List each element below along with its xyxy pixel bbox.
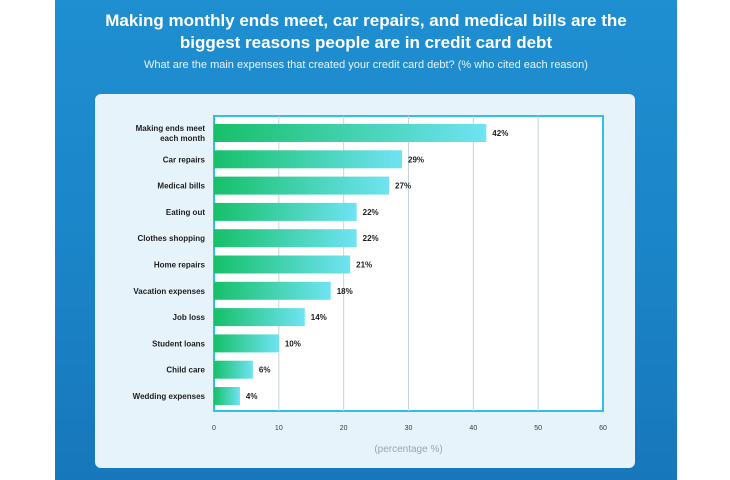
bars: [214, 124, 487, 405]
bar: [214, 124, 487, 142]
x-axis-ticks: 0 10 20 30 40 50 60: [212, 425, 607, 432]
title-line-2: biggest reasons people are in credit car…: [179, 33, 553, 52]
category-label: Making ends meet each month: [136, 124, 206, 143]
category-label: Home repairs: [154, 261, 206, 270]
x-axis-label: (percentage %): [374, 444, 443, 455]
x-tick-label: 50: [534, 425, 542, 432]
category-label: Car repairs: [163, 155, 206, 164]
x-tick-label: 10: [275, 425, 283, 432]
chart-title: Making monthly ends meet, car repairs, a…: [55, 10, 677, 54]
bar: [214, 150, 403, 169]
category-label: Eating out: [166, 208, 205, 217]
bar: [214, 202, 357, 221]
value-label: 6%: [259, 366, 271, 375]
title-line-1: Making monthly ends meet, car repairs, a…: [105, 11, 627, 30]
value-label: 18%: [337, 287, 353, 296]
category-label: Child care: [166, 366, 205, 375]
bar: [214, 281, 331, 300]
value-labels: 42% 29% 27% 22% 22% 21% 18% 14% 10% 6% 4%: [246, 129, 508, 401]
bar: [214, 360, 253, 379]
category-label: Vacation expenses: [133, 287, 205, 296]
category-labels: Making ends meet each month Car repairs Med…: [133, 124, 206, 401]
x-tick-label: 60: [599, 425, 607, 432]
value-label: 10%: [285, 339, 301, 348]
value-label: 42%: [492, 129, 508, 138]
category-label: Clothes shopping: [137, 234, 205, 243]
bar: [214, 255, 351, 274]
bar: [214, 176, 390, 195]
value-label: 14%: [311, 313, 327, 322]
category-label: Medical bills: [157, 182, 205, 191]
category-label: Wedding expenses: [133, 392, 206, 401]
value-label: 21%: [356, 261, 372, 270]
value-label: 29%: [408, 155, 424, 164]
x-tick-label: 40: [469, 425, 477, 432]
value-label: 22%: [363, 234, 379, 243]
value-label: 22%: [363, 208, 379, 217]
category-label: Student loans: [152, 339, 205, 348]
value-label: 4%: [246, 392, 258, 401]
bar: [214, 308, 305, 327]
bar: [214, 387, 240, 405]
value-label: 27%: [395, 182, 411, 191]
bar: [214, 229, 357, 248]
category-label: Job loss: [173, 313, 206, 322]
x-tick-label: 30: [405, 425, 413, 432]
chart-subtitle: What are the main expenses that created …: [144, 59, 588, 71]
x-tick-label: 0: [212, 425, 216, 432]
x-tick-label: 20: [340, 425, 348, 432]
bar: [214, 334, 279, 353]
